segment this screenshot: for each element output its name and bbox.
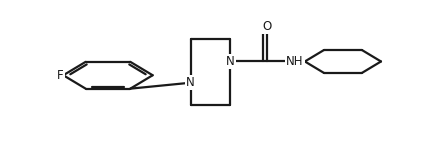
Text: NH: NH bbox=[285, 55, 303, 68]
Text: N: N bbox=[186, 76, 195, 89]
Text: N: N bbox=[225, 55, 234, 68]
Text: F: F bbox=[57, 69, 64, 82]
Text: O: O bbox=[262, 20, 271, 33]
